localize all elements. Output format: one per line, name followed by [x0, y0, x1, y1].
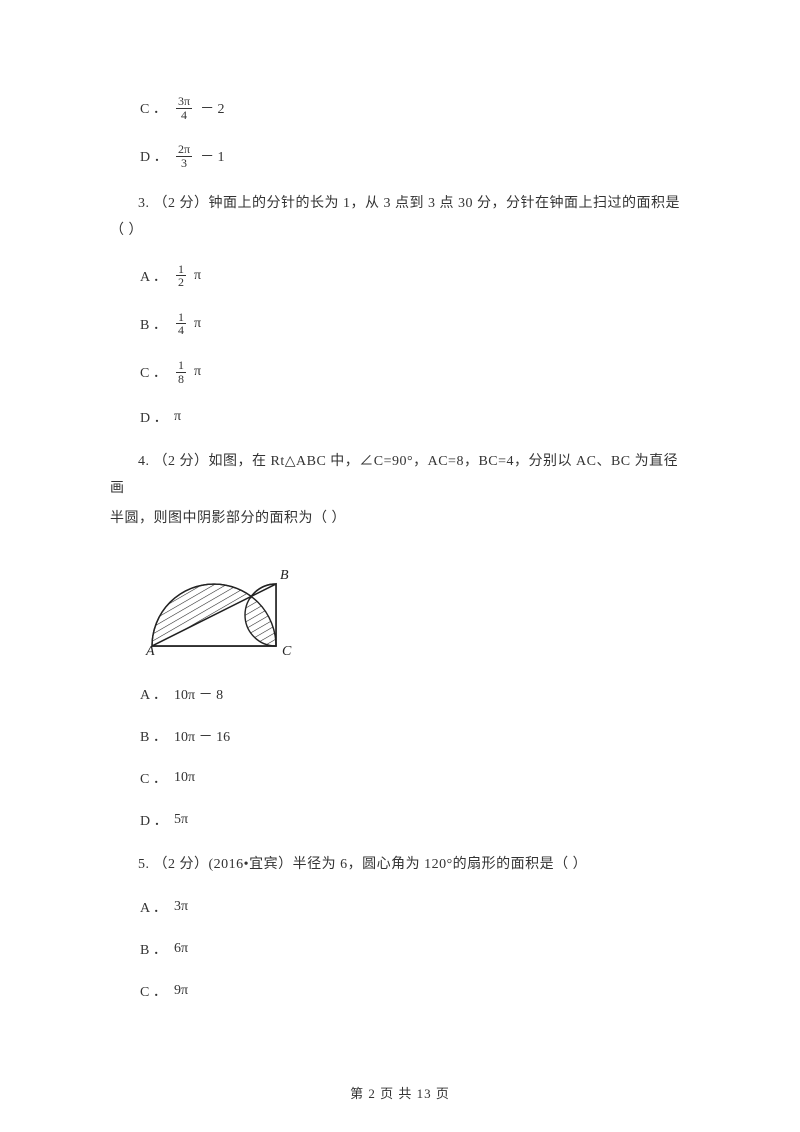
fraction: 1 8: [176, 359, 186, 385]
fraction-numerator: 1: [176, 263, 186, 277]
option-text: 9π: [174, 983, 188, 999]
fraction-denominator: 4: [179, 109, 189, 122]
option-tail: π: [194, 364, 201, 380]
question-4-line2: 半圆，则图中阴影部分的面积为（ ）: [110, 506, 690, 533]
vertex-label-a: A: [145, 644, 155, 659]
fraction-numerator: 1: [176, 311, 186, 325]
option-tail: － 2: [200, 98, 225, 118]
option-text: 3π: [174, 899, 188, 915]
option-label: C ．: [140, 768, 168, 788]
option-label: A ．: [140, 684, 168, 704]
option-text: 10π: [174, 770, 195, 786]
option-label: C ．: [140, 98, 168, 118]
option-text: 6π: [174, 941, 188, 957]
q3-option-c: C ． 1 8 π: [140, 359, 690, 385]
question-5-text: 5. （2 分）(2016•宜宾）半径为 6，圆心角为 120°的扇形的面积是（…: [110, 852, 690, 879]
document-page: C ． 3π 4 － 2 D ． 2π 3 － 1 3. （2 分）钟面上的分针…: [0, 0, 800, 1132]
q3-option-a: A ． 1 2 π: [140, 263, 690, 289]
q4-option-b: B ． 10π － 16: [140, 726, 690, 746]
vertex-label-c: C: [282, 644, 292, 659]
fraction: 1 4: [176, 311, 186, 337]
triangle-semicircles-diagram: A B C: [140, 551, 305, 661]
option-text: 10π － 16: [174, 726, 230, 746]
option-tail: π: [194, 268, 201, 284]
option-label: D ．: [140, 407, 168, 427]
option-label: A ．: [140, 897, 168, 917]
fraction-numerator: 3π: [176, 95, 192, 109]
prev-option-c: C ． 3π 4 － 2: [140, 95, 690, 121]
q4-option-c: C ． 10π: [140, 768, 690, 788]
option-text: 10π － 8: [174, 684, 223, 704]
option-label: B ．: [140, 939, 168, 959]
option-tail: π: [194, 316, 201, 332]
page-footer: 第 2 页 共 13 页: [0, 1083, 800, 1102]
option-label: D ．: [140, 146, 168, 166]
fraction: 1 2: [176, 263, 186, 289]
fraction-denominator: 2: [176, 276, 186, 289]
option-tail: － 1: [200, 146, 225, 166]
fraction-denominator: 4: [176, 324, 186, 337]
fraction-numerator: 1: [176, 359, 186, 373]
q4-option-a: A ． 10π － 8: [140, 684, 690, 704]
q5-option-a: A ． 3π: [140, 897, 690, 917]
prev-option-d: D ． 2π 3 － 1: [140, 143, 690, 169]
option-label: D ．: [140, 810, 168, 830]
q3-option-b: B ． 1 4 π: [140, 311, 690, 337]
option-label: C ．: [140, 362, 168, 382]
q5-option-b: B ． 6π: [140, 939, 690, 959]
fraction-denominator: 3: [179, 157, 189, 170]
option-label: B ．: [140, 314, 168, 334]
q3-option-d: D ． π: [140, 407, 690, 427]
q5-option-c: C ． 9π: [140, 981, 690, 1001]
question-4-figure: A B C: [140, 551, 690, 666]
option-label: C ．: [140, 981, 168, 1001]
option-text: π: [174, 409, 181, 425]
q4-option-d: D ． 5π: [140, 810, 690, 830]
fraction-denominator: 8: [176, 373, 186, 386]
vertex-label-b: B: [280, 568, 289, 583]
question-4-line1: 4. （2 分）如图，在 Rt△ABC 中，∠C=90°，AC=8，BC=4，分…: [110, 449, 690, 502]
option-text: 5π: [174, 812, 188, 828]
option-label: A ．: [140, 266, 168, 286]
option-label: B ．: [140, 726, 168, 746]
question-3-text: 3. （2 分）钟面上的分针的长为 1，从 3 点到 3 点 30 分，分针在钟…: [110, 191, 690, 244]
fraction: 3π 4: [176, 95, 192, 121]
fraction: 2π 3: [176, 143, 192, 169]
fraction-numerator: 2π: [176, 143, 192, 157]
